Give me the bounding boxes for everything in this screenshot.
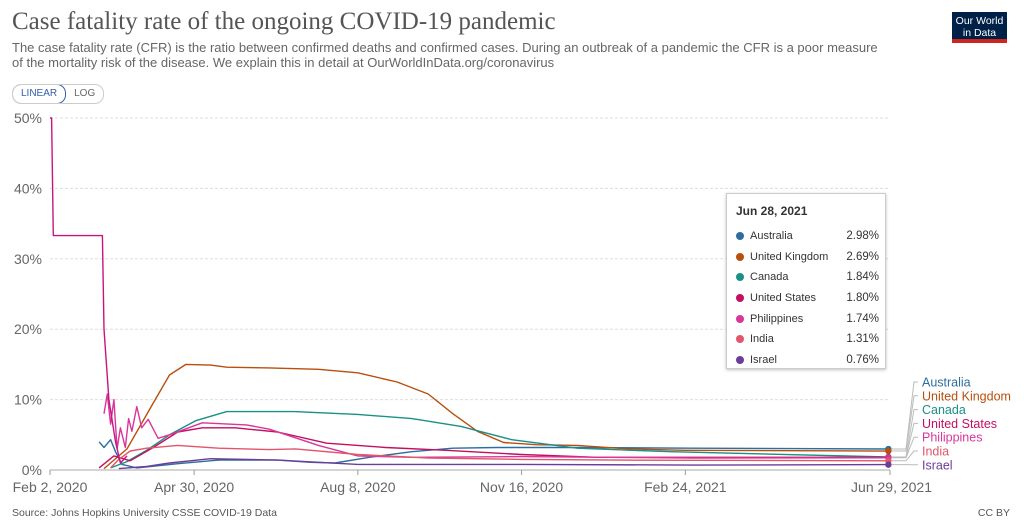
tooltip-row: United States 1.80% [727,288,885,309]
tooltip-series-value: 1.74% [846,312,879,325]
series-lines [50,117,892,470]
series-line-philippines[interactable] [103,393,889,459]
end-label-united-states[interactable]: United States [922,417,997,431]
end-label-connector [891,395,918,452]
series-color-swatch [736,335,744,344]
y-tick-label: 0% [22,462,42,478]
tooltip-series-value: 1.84% [846,271,879,284]
end-label-connector [891,450,918,462]
tooltip-row: United Kingdom 2.69% [727,247,885,268]
logo-line-2: in Data [962,27,997,39]
tooltip-series-value: 0.76% [846,353,879,366]
x-tick-label: Jun 29, 2021 [851,479,932,495]
end-label-canada[interactable]: Canada [922,403,966,417]
tooltip-series-name: Israel [750,353,777,366]
end-label-connector [891,381,918,450]
series-color-swatch [736,355,744,364]
end-label-israel[interactable]: Israel [922,458,953,472]
tooltip-series-name: India [750,333,774,346]
hover-tooltip: Jun 28, 2021 Australia 2.98% United Kingdo… [726,193,886,369]
y-tick-label: 50% [14,110,42,126]
tooltip-series-value: 2.69% [846,250,879,263]
end-label-united-kingdom[interactable]: United Kingdom [922,389,1011,403]
series-color-swatch [736,273,744,282]
x-tick-label: Feb 24, 2021 [644,479,727,495]
tooltip-row: Israel 0.76% [727,350,885,371]
series-end-marker [885,461,892,468]
tooltip-date: Jun 28, 2021 [736,204,808,218]
end-label-india[interactable]: India [922,445,949,459]
owid-logo[interactable]: Our World in Data [952,12,1007,43]
series-color-swatch [736,252,744,261]
series-color-swatch [736,314,744,323]
license-link[interactable]: CC BY [977,507,1010,519]
end-label-philippines[interactable]: Philippines [922,431,982,445]
x-axis-ticks: Feb 2, 2020 Apr 30, 2020 Aug 8, 2020 Nov 16… [13,470,932,495]
log-scale-button[interactable]: LOG [74,88,96,99]
tooltip-series-name: Philippines [750,312,804,325]
source-note[interactable]: Source: Johns Hopkins University CSSE CO… [12,507,277,519]
logo-line-1: Our World [955,15,1004,27]
tooltip-series-value: 2.98% [846,230,879,243]
tooltip-rows: Australia 2.98% United Kingdom 2.69% Canada 1… [727,226,885,370]
series-line-unlabeled[interactable] [50,117,128,464]
x-tick-label: Nov 16, 2020 [480,479,563,495]
tooltip-row: Philippines 1.74% [727,308,885,329]
series-line-israel[interactable] [118,458,889,470]
tooltip-series-value: 1.31% [846,333,879,346]
x-tick-label: Apr 30, 2020 [154,479,234,495]
tooltip-row: Canada 1.84% [727,267,885,288]
tooltip-series-name: United States [750,292,817,305]
tooltip-series-name: United Kingdom [750,250,829,263]
y-tick-label: 10% [14,392,42,408]
scale-toggle: LINEAR LOG [12,84,105,104]
end-label-australia[interactable]: Australia [922,376,971,390]
chart-subtitle: The case fatality rate (CFR) is the rati… [12,40,878,70]
series-color-swatch [736,294,744,303]
series-color-swatch [736,232,744,241]
series-end-marker [885,447,892,455]
tooltip-series-name: Australia [750,230,793,243]
y-tick-label: 20% [14,321,42,337]
series-line-united-states[interactable] [98,427,889,469]
x-tick-label: Aug 8, 2020 [320,479,396,495]
y-tick-label: 40% [14,180,42,196]
y-tick-label: 30% [14,251,42,267]
x-tick-label: Feb 2, 2020 [13,479,88,495]
series-line-united-kingdom[interactable] [103,363,889,470]
chart-title: Case fatality rate of the ongoing COVID-… [12,8,556,35]
end-label-connector [891,409,918,458]
linear-scale-button[interactable]: LINEAR [13,85,67,103]
tooltip-row: India 1.31% [727,329,885,350]
end-label-connector [891,422,918,458]
tooltip-series-value: 1.80% [846,292,879,305]
tooltip-row: Australia 2.98% [727,226,885,247]
y-axis-ticks: 0% 10% 20% 30% 40% 50% [14,110,42,478]
tooltip-series-name: Canada [750,271,789,284]
series-line-india[interactable] [110,444,889,469]
end-label-connector [891,436,918,459]
